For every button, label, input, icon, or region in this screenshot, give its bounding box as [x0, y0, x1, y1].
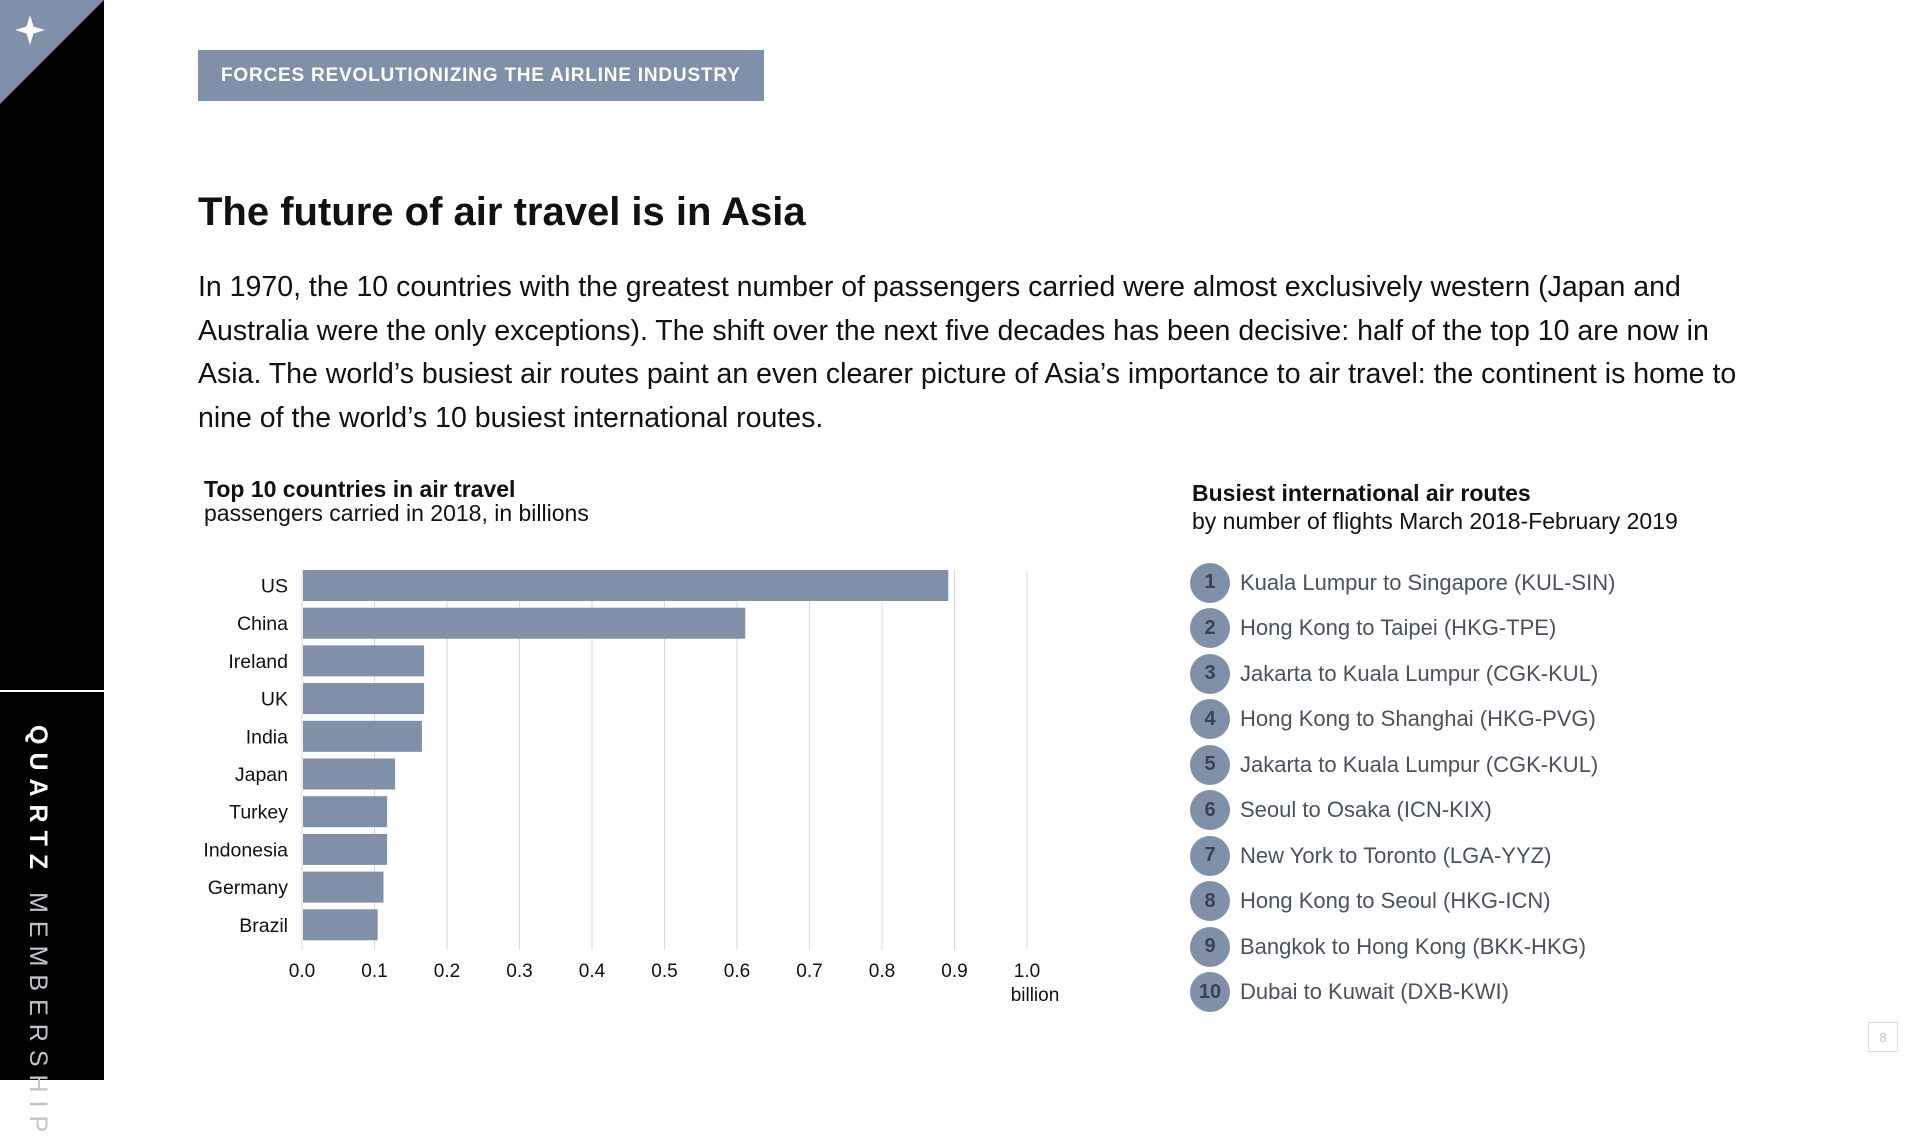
bar — [303, 758, 396, 790]
route-label: Dubai to Kuwait (DXB-KWI) — [1240, 979, 1509, 1005]
x-tick-label: 0.7 — [796, 961, 822, 982]
route-item: 3 Jakarta to Kuala Lumpur (CGK-KUL) — [1190, 651, 1615, 697]
x-tick-label: 0.9 — [941, 961, 967, 982]
route-rank-badge: 7 — [1190, 835, 1230, 876]
bar — [303, 909, 378, 941]
chart-title: Top 10 countries in air travel — [204, 476, 516, 502]
brand-name: QUARTZ — [24, 725, 52, 878]
route-item: 2 Hong Kong to Taipei (HKG-TPE) — [1190, 606, 1615, 652]
route-item: 1 Kuala Lumpur to Singapore (KUL-SIN) — [1190, 560, 1615, 606]
category-label: Ireland — [228, 651, 288, 673]
route-rank-badge: 9 — [1190, 926, 1230, 967]
page-title: The future of air travel is in Asia — [198, 190, 806, 234]
x-tick-label: 0.2 — [434, 961, 460, 982]
sidebar-divider — [0, 690, 104, 692]
category-label: China — [237, 613, 288, 635]
bar — [303, 683, 425, 715]
category-label: Japan — [235, 764, 288, 786]
bar — [303, 871, 384, 903]
x-tick-label: 0.8 — [869, 961, 895, 982]
route-item: 8 Hong Kong to Seoul (HKG-ICN) — [1190, 879, 1615, 925]
routes-subtitle: by number of flights March 2018-February… — [1192, 508, 1678, 534]
sidebar: QUARTZ MEMBERSHIP — [0, 0, 104, 1140]
x-tick-label: 0.3 — [506, 961, 532, 982]
route-label: Jakarta to Kuala Lumpur (CGK-KUL) — [1240, 751, 1599, 777]
x-tick-label: 0.1 — [361, 961, 387, 982]
route-label: Jakarta to Kuala Lumpur (CGK-KUL) — [1240, 660, 1599, 686]
route-label: Bangkok to Hong Kong (BKK-HKG) — [1240, 933, 1587, 959]
x-tick-label: 0.6 — [724, 961, 750, 982]
route-rank-badge: 2 — [1190, 608, 1230, 649]
category-label: UK — [261, 689, 288, 711]
route-label: Hong Kong to Seoul (HKG-ICN) — [1240, 888, 1551, 914]
category-label: US — [261, 576, 288, 598]
x-axis-unit: billion — [1011, 985, 1060, 1006]
chart-subtitle: passengers carried in 2018, in billions — [204, 500, 589, 526]
route-rank-badge: 8 — [1190, 881, 1230, 922]
bar-chart: 0.0 0.1 0.2 0.3 0.4 0.5 0.6 0.7 0.8 0.9 1.0 billion… — [203, 570, 1060, 1006]
x-tick-label: 0.5 — [651, 961, 677, 982]
category-label: India — [246, 726, 288, 748]
route-label: Hong Kong to Shanghai (HKG-PVG) — [1240, 706, 1596, 732]
route-rank-badge: 3 — [1190, 653, 1230, 694]
brand-wordmark: QUARTZ MEMBERSHIP — [23, 725, 52, 1140]
section-tag: FORCES REVOLUTIONIZING THE AIRLINE INDUS… — [198, 50, 764, 101]
bar — [303, 607, 746, 639]
category-label: Indonesia — [203, 839, 288, 861]
route-item: 10 Dubai to Kuwait (DXB-KWI) — [1190, 970, 1615, 1016]
route-item: 7 New York to Toronto (LGA-YYZ) — [1190, 833, 1615, 879]
page-number: 8 — [1868, 1022, 1898, 1052]
intro-paragraph: In 1970, the 10 countries with the great… — [198, 271, 1737, 434]
route-item: 6 Seoul to Osaka (ICN-KIX) — [1190, 788, 1615, 834]
route-rank-badge: 10 — [1190, 972, 1230, 1013]
bar — [303, 720, 422, 752]
route-label: Hong Kong to Taipei (HKG-TPE) — [1240, 615, 1557, 641]
category-label: Turkey — [229, 802, 288, 824]
brand-membership: MEMBERSHIP — [24, 892, 52, 1140]
bar — [303, 796, 388, 828]
routes-title: Busiest international air routes — [1192, 480, 1531, 506]
route-rank-badge: 1 — [1190, 562, 1230, 603]
bar — [303, 645, 425, 677]
route-item: 5 Jakarta to Kuala Lumpur (CGK-KUL) — [1190, 742, 1615, 788]
route-rank-badge: 4 — [1190, 699, 1230, 740]
route-rank-badge: 5 — [1190, 744, 1230, 785]
x-tick-label: 0.0 — [289, 961, 315, 982]
x-tick-label: 0.4 — [579, 961, 606, 982]
category-label: Brazil — [239, 915, 288, 937]
category-label: Germany — [208, 877, 288, 899]
route-label: Kuala Lumpur to Singapore (KUL-SIN) — [1240, 569, 1616, 595]
route-rank-badge: 6 — [1190, 790, 1230, 831]
route-item: 4 Hong Kong to Shanghai (HKG-PVG) — [1190, 697, 1615, 743]
bar — [303, 570, 949, 601]
bar — [303, 833, 388, 865]
x-tick-label: 1.0 — [1014, 961, 1040, 982]
route-item: 9 Bangkok to Hong Kong (BKK-HKG) — [1190, 924, 1615, 970]
corner-sparkle-icon — [0, 0, 104, 104]
routes-list: 1 Kuala Lumpur to Singapore (KUL-SIN) 2 Hon… — [1190, 560, 1615, 1015]
route-label: Seoul to Osaka (ICN-KIX) — [1240, 797, 1492, 823]
route-label: New York to Toronto (LGA-YYZ) — [1240, 842, 1552, 868]
